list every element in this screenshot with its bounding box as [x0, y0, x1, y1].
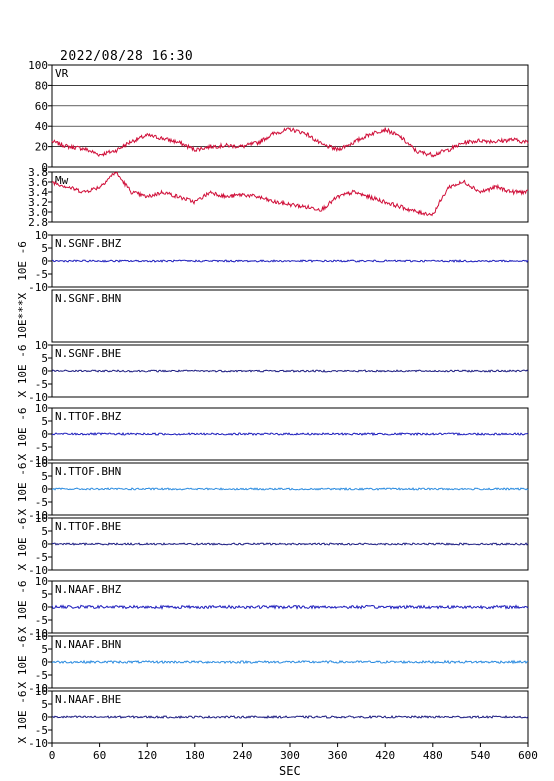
y-tick-label: 60	[35, 100, 48, 113]
y-tick-label: 0	[41, 656, 48, 669]
y-tick-label: 3.6	[28, 176, 48, 189]
y-tick-label: -5	[35, 268, 48, 281]
y-tick-label: -5	[35, 551, 48, 564]
panel-frame	[51, 289, 529, 343]
y-tick-label: -10	[28, 391, 48, 404]
timestamp: 2022/08/28 16:30	[60, 49, 194, 64]
y-tick-label: -10	[28, 564, 48, 577]
y-tick-label: -5	[35, 724, 48, 737]
y-tick-label: 0	[41, 538, 48, 551]
y-tick-label: -5	[35, 378, 48, 391]
y-tick-label: 5	[41, 698, 48, 711]
x-tick-label: 120	[137, 749, 157, 762]
y-tick-label: 5	[41, 415, 48, 428]
y-tick-label: 3.0	[28, 206, 48, 219]
series-line	[51, 127, 529, 158]
y-tick-label: 0	[41, 601, 48, 614]
panel-frame	[51, 64, 529, 168]
unit-label: X 10E -6	[16, 518, 29, 571]
trace-line	[51, 369, 529, 373]
y-tick-label: 0	[41, 711, 48, 724]
x-tick-label: 600	[518, 749, 538, 762]
trace-line	[52, 259, 529, 263]
y-tick-label: 10	[35, 575, 48, 588]
y-tick-label: 5	[41, 242, 48, 255]
x-tick-label: 180	[185, 749, 205, 762]
y-tick-label: 3.4	[28, 186, 48, 199]
y-tick-label: -10	[28, 509, 48, 522]
trace-line	[51, 659, 529, 665]
series-label: N.NAAF.BHE	[55, 693, 121, 706]
y-tick-label: 5	[41, 470, 48, 483]
trace-line	[51, 487, 529, 491]
series-label: N.NAAF.BHN	[55, 638, 121, 651]
y-tick-label: 2.8	[28, 216, 48, 229]
trace-line	[51, 714, 529, 719]
y-tick-label: 10	[35, 630, 48, 643]
unit-label: 10E -6	[16, 241, 29, 281]
unit-label: X 10E -6	[16, 463, 29, 516]
y-tick-label: 0	[41, 428, 48, 441]
series-label: VR	[55, 67, 69, 80]
series-label: N.TTOF.BHN	[55, 465, 121, 478]
y-tick-label: -5	[35, 614, 48, 627]
unit-label: X 10E -6	[16, 345, 29, 398]
series-label: N.TTOF.BHE	[55, 520, 121, 533]
y-tick-label: 20	[35, 141, 48, 154]
y-tick-label: 10	[35, 512, 48, 525]
trace-line	[51, 542, 529, 546]
unit-label: X 10E -6	[16, 581, 29, 634]
series-label: N.SGNF.BHZ	[55, 237, 122, 250]
unit-label: X 10E -6	[16, 636, 29, 689]
x-tick-label: 300	[280, 749, 300, 762]
panel-frame	[51, 171, 529, 223]
series-line	[51, 171, 529, 217]
y-tick-label: 5	[41, 525, 48, 538]
unit-label: 10E***X	[16, 292, 29, 339]
y-tick-label: -10	[28, 682, 48, 695]
y-tick-label: 10	[35, 685, 48, 698]
series-label: N.SGNF.BHN	[55, 292, 121, 305]
y-tick-label: 40	[35, 120, 48, 133]
y-tick-label: 0	[41, 365, 48, 378]
trace-line	[51, 431, 529, 437]
y-tick-label: -10	[28, 454, 48, 467]
y-tick-label: 10	[35, 229, 48, 242]
series-label: N.SGNF.BHE	[55, 347, 121, 360]
unit-label: X 10E -6	[16, 408, 29, 461]
y-tick-label: 10	[35, 339, 48, 352]
x-tick-label: 360	[328, 749, 348, 762]
series-label: N.NAAF.BHZ	[55, 583, 122, 596]
y-tick-label: 100	[28, 59, 48, 72]
y-tick-label: -10	[28, 281, 48, 294]
y-tick-label: 0	[41, 161, 48, 174]
y-tick-label: -10	[28, 627, 48, 640]
x-tick-label: 60	[93, 749, 106, 762]
y-tick-label: 0	[41, 255, 48, 268]
y-tick-label: 80	[35, 79, 48, 92]
y-tick-label: 3.8	[28, 166, 48, 179]
x-tick-label: 240	[232, 749, 252, 762]
y-tick-label: 10	[35, 457, 48, 470]
x-tick-label: 420	[375, 749, 395, 762]
x-tick-label: 540	[470, 749, 490, 762]
y-tick-label: -10	[28, 737, 48, 750]
y-tick-label: -5	[35, 441, 48, 454]
y-tick-label: 10	[35, 402, 48, 415]
x-tick-label: 480	[423, 749, 443, 762]
y-tick-label: 5	[41, 643, 48, 656]
y-tick-label: 3.2	[28, 196, 48, 209]
x-axis-label: SEC	[279, 764, 301, 778]
trace-line	[51, 604, 529, 611]
series-label: Mw	[55, 174, 69, 187]
y-tick-label: 5	[41, 352, 48, 365]
x-tick-label: 0	[49, 749, 56, 762]
y-tick-label: -5	[35, 669, 48, 682]
y-tick-label: 0	[41, 483, 48, 496]
y-tick-label: 5	[41, 588, 48, 601]
y-tick-label: -5	[35, 496, 48, 509]
series-label: N.TTOF.BHZ	[55, 410, 122, 423]
unit-label: X 10E -6	[16, 691, 29, 744]
